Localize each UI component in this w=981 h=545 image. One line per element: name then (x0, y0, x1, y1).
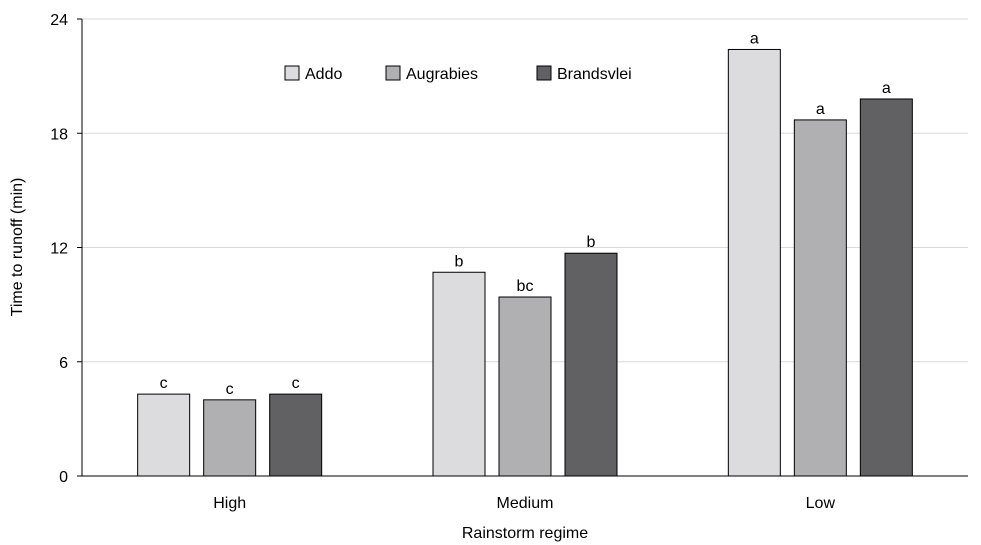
bars (137, 48, 913, 477)
data-labels: c c c b bc b a a a (160, 30, 891, 397)
legend-swatch (536, 65, 552, 81)
x-tick-label: Low (806, 495, 836, 512)
bar-addo-medium (432, 271, 486, 477)
y-tick-label: 0 (59, 469, 68, 486)
y-tick-label: 18 (50, 126, 68, 143)
x-tick-label: High (213, 495, 246, 512)
x-tick-labels: High Medium Low (213, 495, 835, 512)
x-tick-label: Medium (497, 495, 554, 512)
x-axis-title: Rainstorm regime (462, 525, 588, 542)
legend-label: Brandsvlei (557, 66, 632, 83)
data-label: a (816, 101, 825, 118)
y-tick-label: 24 (50, 12, 68, 29)
bar-augrabies-medium (498, 296, 552, 477)
data-label: b (455, 253, 464, 270)
y-axis-title: Time to runoff (min) (9, 178, 26, 317)
legend-label: Augrabies (406, 66, 478, 83)
y-tick-label: 6 (59, 355, 68, 372)
data-label: b (587, 234, 596, 251)
legend-swatch (284, 65, 300, 81)
data-label: bc (517, 278, 534, 295)
data-label: c (160, 375, 168, 392)
bar-brandsvlei-medium (564, 252, 618, 477)
legend: Addo Augrabies Brandsvlei (284, 65, 632, 83)
bar-brandsvlei-low (859, 98, 913, 477)
data-label: c (292, 375, 300, 392)
bar-brandsvlei-high (269, 393, 323, 477)
y-tick-label: 12 (50, 241, 68, 258)
bar-augrabies-low (793, 119, 847, 477)
data-label: a (750, 30, 759, 47)
data-label: c (226, 381, 234, 398)
bar-augrabies-high (203, 399, 257, 477)
axes (81, 19, 968, 477)
legend-label: Addo (305, 66, 342, 83)
data-label: a (882, 80, 891, 97)
bar-addo-low (727, 48, 781, 477)
y-tick-labels: 0 6 12 18 24 (50, 12, 68, 486)
legend-swatch (385, 65, 401, 81)
bar-addo-high (137, 393, 191, 477)
